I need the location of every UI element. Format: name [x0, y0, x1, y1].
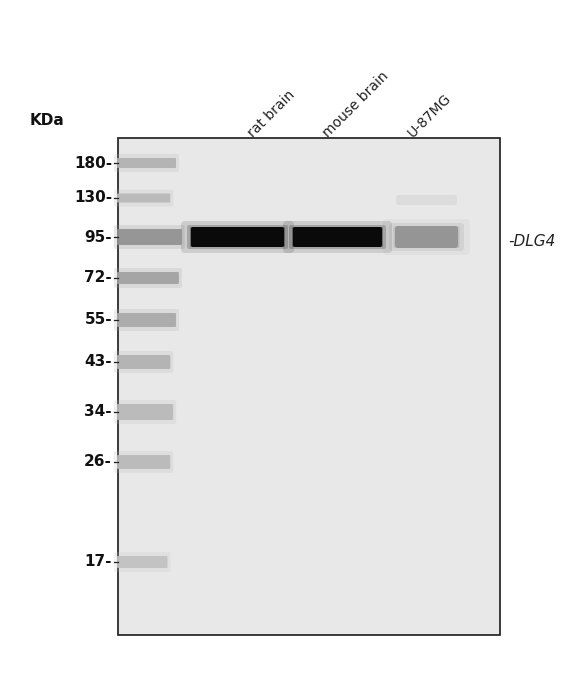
- FancyBboxPatch shape: [289, 225, 386, 249]
- FancyBboxPatch shape: [114, 309, 179, 331]
- FancyBboxPatch shape: [383, 219, 470, 255]
- Text: U-87MG: U-87MG: [405, 91, 454, 140]
- FancyBboxPatch shape: [283, 221, 392, 253]
- FancyBboxPatch shape: [114, 400, 176, 424]
- Text: 180-: 180-: [74, 155, 112, 170]
- FancyBboxPatch shape: [117, 272, 179, 284]
- FancyBboxPatch shape: [190, 227, 285, 247]
- FancyBboxPatch shape: [114, 451, 173, 473]
- FancyBboxPatch shape: [117, 229, 182, 245]
- FancyBboxPatch shape: [117, 158, 176, 168]
- FancyBboxPatch shape: [114, 351, 173, 373]
- FancyBboxPatch shape: [117, 404, 173, 420]
- FancyBboxPatch shape: [117, 455, 170, 469]
- FancyBboxPatch shape: [117, 313, 176, 327]
- FancyBboxPatch shape: [117, 355, 170, 369]
- Text: 26-: 26-: [84, 455, 112, 469]
- Text: 72-: 72-: [84, 271, 112, 286]
- FancyBboxPatch shape: [292, 227, 383, 247]
- FancyBboxPatch shape: [114, 154, 179, 172]
- FancyBboxPatch shape: [114, 552, 170, 572]
- FancyBboxPatch shape: [293, 227, 382, 247]
- FancyBboxPatch shape: [117, 194, 170, 203]
- Text: KDa: KDa: [30, 113, 65, 128]
- Text: 130-: 130-: [74, 190, 112, 205]
- FancyBboxPatch shape: [181, 221, 294, 253]
- FancyBboxPatch shape: [396, 195, 457, 205]
- Text: rat brain: rat brain: [245, 87, 298, 140]
- Text: 34-: 34-: [84, 405, 112, 420]
- Text: 95-: 95-: [84, 229, 112, 245]
- Text: mouse brain: mouse brain: [320, 69, 391, 140]
- FancyBboxPatch shape: [395, 226, 458, 248]
- Text: -DLG4: -DLG4: [508, 234, 555, 249]
- Bar: [118, 138, 500, 635]
- FancyBboxPatch shape: [393, 226, 460, 248]
- FancyBboxPatch shape: [114, 268, 182, 288]
- Text: 17-: 17-: [84, 554, 112, 570]
- FancyBboxPatch shape: [389, 223, 464, 251]
- FancyBboxPatch shape: [114, 190, 173, 207]
- Text: 43-: 43-: [84, 354, 112, 370]
- FancyBboxPatch shape: [187, 225, 288, 249]
- FancyBboxPatch shape: [114, 225, 185, 249]
- FancyBboxPatch shape: [117, 556, 168, 568]
- Text: 55-: 55-: [84, 313, 112, 328]
- FancyBboxPatch shape: [191, 227, 284, 247]
